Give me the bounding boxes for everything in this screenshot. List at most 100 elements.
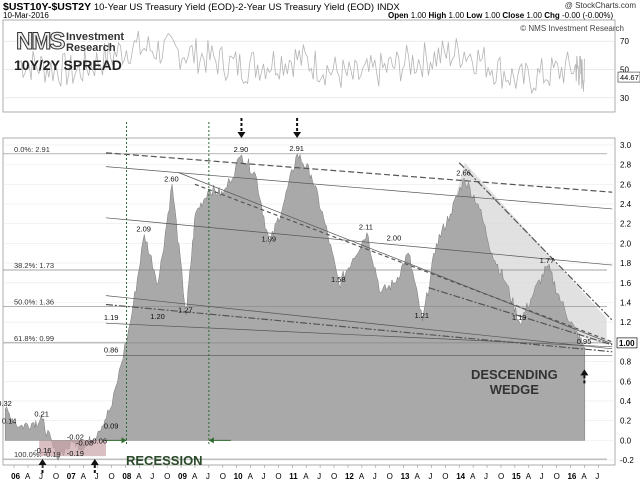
value-annotation: -0.16: [34, 446, 51, 455]
x-tick-label: J: [595, 472, 599, 481]
x-tick-label: A: [526, 472, 532, 481]
y-tick-label: 0.8: [620, 358, 632, 367]
y-tick-label: 2.0: [620, 239, 632, 248]
y-tick-label: 2.2: [620, 220, 632, 229]
up-arrowhead: [580, 369, 589, 376]
fib-label: 61.8%: 0.99: [14, 334, 54, 343]
value-annotation: 2.60: [164, 174, 179, 183]
exchange: INDX: [376, 2, 400, 13]
value-annotation: 1.77: [540, 256, 555, 265]
value-annotation: 1.19: [104, 313, 119, 322]
y-tick-label: 1.2: [620, 318, 632, 327]
logo-line2: Research: [66, 42, 116, 54]
x-tick-label: O: [442, 472, 448, 481]
x-tick-label: J: [317, 472, 321, 481]
x-tick-label: J: [206, 472, 210, 481]
high-value: 1.00: [448, 11, 465, 20]
x-tick-label: 12: [345, 472, 354, 481]
copyright: © NMS Investment Research: [520, 24, 624, 33]
trend-line: [105, 295, 613, 350]
rsi-tick-label: 30: [620, 94, 629, 103]
x-tick-label: A: [581, 472, 587, 481]
x-tick-label: A: [248, 472, 254, 481]
x-tick-label: O: [275, 472, 281, 481]
value-annotation: 1.58: [331, 275, 346, 284]
value-annotation: -0.06: [90, 436, 107, 445]
x-tick-label: O: [108, 472, 114, 481]
fib-label: 0.0%: 2.91: [14, 145, 50, 154]
x-tick-label: A: [25, 472, 31, 481]
y-tick-label: -0.2: [620, 456, 634, 465]
x-tick-label: 16: [567, 472, 576, 481]
x-tick-label: J: [428, 472, 432, 481]
up-arrowhead: [38, 459, 47, 465]
value-annotation: 0.86: [104, 346, 119, 355]
watermark: @ StockCharts.com: [564, 1, 636, 10]
peak-arrowhead: [293, 132, 302, 138]
x-tick-label: O: [53, 472, 59, 481]
rsi-tick-label: 50: [620, 66, 629, 75]
trend-line: [105, 166, 613, 210]
y-tick-label: 1.6: [620, 279, 632, 288]
low-value: 1.00: [484, 11, 501, 20]
spread-area: [4, 153, 586, 462]
open-value: 1.00: [410, 11, 427, 20]
x-tick-label: O: [498, 472, 504, 481]
y-tick-label: 0.4: [620, 397, 632, 406]
nms-logo: NMS Investment Research: [15, 28, 134, 56]
value-annotation: 2.00: [387, 233, 402, 242]
logo-line1: Investment: [66, 31, 125, 43]
x-tick-label: 08: [122, 472, 131, 481]
fib-label: 50.0%: 1.36: [14, 297, 54, 306]
y-tick-label: 2.6: [620, 180, 632, 189]
x-tick-label: J: [484, 472, 488, 481]
x-tick-label: 15: [512, 472, 521, 481]
x-tick-label: 10: [234, 472, 243, 481]
value-annotation: 1.21: [414, 311, 429, 320]
rsi-last-value: 44.67: [620, 73, 639, 82]
y-tick-label: 1.8: [620, 259, 632, 268]
value-annotation: 1.20: [150, 312, 165, 321]
x-tick-label: 11: [289, 472, 298, 481]
x-tick-label: A: [470, 472, 476, 481]
trend-line: [105, 152, 613, 193]
y-tick-label: 3.0: [620, 141, 632, 150]
x-tick-label: J: [540, 472, 544, 481]
logo-text: Investment Research: [66, 32, 124, 54]
x-tick-label: A: [192, 472, 198, 481]
current-value: 1.00: [619, 339, 635, 348]
header-title: $UST10Y-$UST2Y 10-Year US Treasury Yield…: [3, 1, 400, 13]
trend-line: [105, 217, 613, 266]
spread-panel: -0.20.00.20.40.60.81.01.21.41.61.82.02.2…: [0, 118, 638, 481]
x-tick-label: A: [359, 472, 365, 481]
ohlc-readout: Open 1.00 High 1.00 Low 1.00 Close 1.00 …: [388, 11, 613, 20]
low-label: Low: [466, 11, 483, 20]
fib-label: 100.0%: -0.19: [14, 450, 61, 459]
x-tick-label: O: [220, 472, 226, 481]
trend-line: [458, 162, 613, 321]
fib-label: 38.2%: 1.73: [14, 261, 54, 270]
value-annotation: 2.66: [456, 168, 471, 177]
chart-date: 10-Mar-2016: [3, 11, 49, 20]
high-label: High: [428, 11, 447, 20]
value-annotation: -0.02: [67, 432, 84, 441]
x-tick-label: O: [387, 472, 393, 481]
chart-header: $UST10Y-$UST2Y 10-Year US Treasury Yield…: [0, 0, 640, 20]
value-annotation: 0.14: [2, 417, 17, 426]
trend-line: [428, 287, 613, 346]
recession-label: RECESSION: [126, 453, 203, 468]
x-tick-label: O: [164, 472, 170, 481]
value-annotation: 2.09: [136, 225, 151, 234]
value-annotation: 0.95: [577, 337, 592, 346]
close-label: Close: [502, 11, 525, 20]
value-annotation: 1.27: [178, 305, 193, 314]
recession-arrowhead: [208, 437, 214, 444]
x-tick-label: 09: [178, 472, 187, 481]
close-value: 1.00: [526, 11, 542, 20]
y-tick-label: 2.8: [620, 161, 632, 170]
value-annotation: 1.99: [261, 234, 276, 243]
x-tick-label: 14: [456, 472, 465, 481]
up-arrowhead: [90, 459, 99, 465]
recession-arrowhead: [121, 437, 127, 444]
